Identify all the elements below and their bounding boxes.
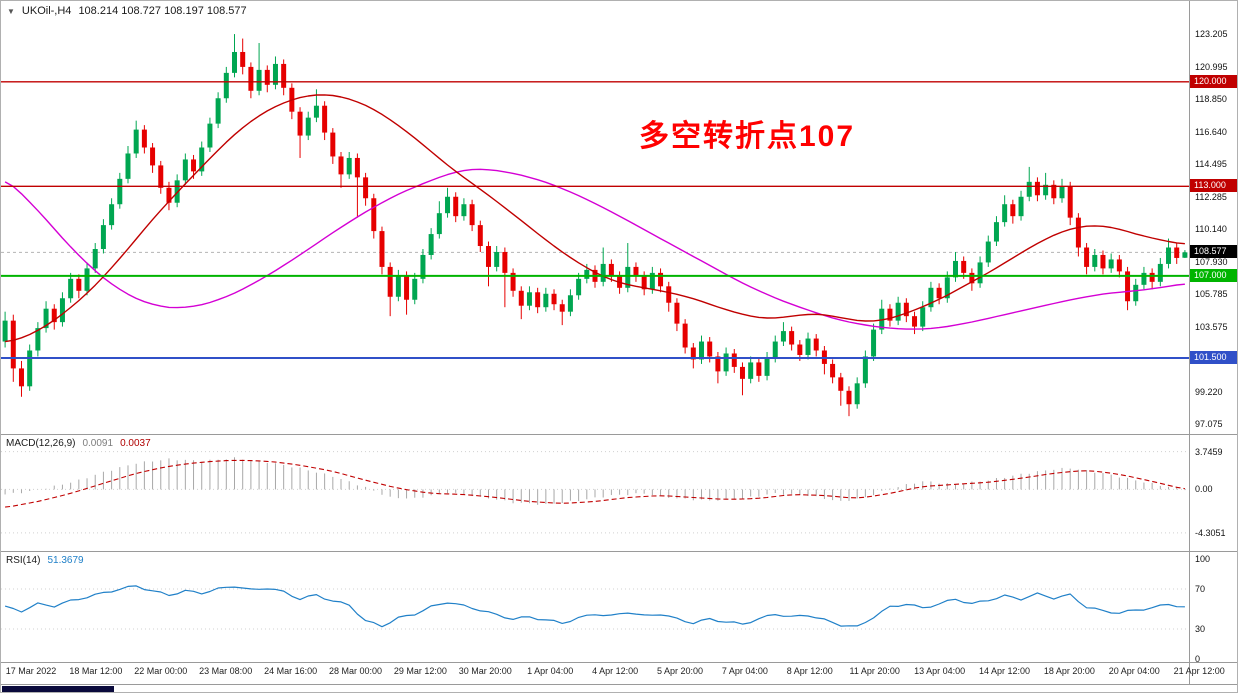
collapse-icon[interactable]: ▼ bbox=[7, 6, 15, 16]
price-level-badge: 113.000 bbox=[1190, 179, 1237, 193]
ma-fast-line bbox=[4, 94, 1185, 343]
time-tick-label: 5 Apr 20:00 bbox=[656, 666, 704, 676]
chart-annotation-text: 多空转折点107 bbox=[639, 120, 856, 153]
price-tick-label: 120.995 bbox=[1195, 61, 1228, 72]
rsi-tick-label: 70 bbox=[1195, 584, 1206, 594]
chart-header: ▼ UKOil-,H4 108.214 108.727 108.197 108.… bbox=[7, 5, 247, 17]
time-tick-label: 18 Mar 12:00 bbox=[69, 666, 123, 676]
time-tick-label: 8 Apr 12:00 bbox=[786, 666, 833, 676]
macd-tick-label: 0.00 bbox=[1195, 484, 1213, 495]
price-tick-label: 103.575 bbox=[1195, 321, 1228, 332]
candles bbox=[2, 34, 1188, 417]
price-tick-label: 123.205 bbox=[1195, 29, 1228, 39]
time-tick-label: 4 Apr 12:00 bbox=[592, 666, 639, 676]
time-tick-label: 23 Mar 08:00 bbox=[199, 666, 253, 676]
price-level-badge: 107.000 bbox=[1190, 268, 1237, 282]
time-tick-label: 13 Apr 04:00 bbox=[914, 666, 966, 676]
price-tick-label: 107.930 bbox=[1195, 256, 1228, 267]
ohlc-values: 108.214 108.727 108.197 108.577 bbox=[78, 5, 247, 17]
time-axis[interactable]: 17 Mar 2022 18 Mar 12:00 22 Mar 00:00 23 Ma… bbox=[1, 666, 1237, 682]
time-tick-label: 7 Apr 04:00 bbox=[721, 666, 768, 676]
macd-indicator-label: MACD(12,26,9) 0.0091 0.0037 bbox=[6, 438, 151, 449]
price-tick-label: 116.640 bbox=[1195, 126, 1227, 137]
symbol-timeframe: UKOil-,H4 bbox=[21, 5, 72, 17]
macd-tick-label: -4.3051 bbox=[1195, 527, 1226, 538]
rsi-indicator-label: RSI(14) 51.3679 bbox=[6, 555, 84, 566]
time-tick-label: 30 Mar 20:00 bbox=[458, 666, 512, 676]
time-tick-label: 17 Mar 2022 bbox=[5, 666, 57, 676]
macd-signal-value: 0.0037 bbox=[120, 438, 151, 449]
price-tick-label: 99.220 bbox=[1195, 386, 1223, 397]
rsi-line bbox=[4, 585, 1185, 628]
rsi-tick-label: 30 bbox=[1195, 624, 1206, 634]
horizontal-scrollbar[interactable] bbox=[2, 686, 114, 692]
rsi-tick-label: 100 bbox=[1195, 554, 1211, 564]
ma-slow-line bbox=[4, 168, 1185, 330]
time-tick-label: 29 Mar 12:00 bbox=[393, 666, 447, 676]
macd-signal-line bbox=[5, 459, 1185, 508]
price-tick-label: 114.495 bbox=[1195, 159, 1227, 169]
price-tick-label: 105.785 bbox=[1195, 289, 1228, 299]
time-tick-label: 21 Apr 12:00 bbox=[1173, 666, 1225, 676]
price-axis[interactable]: 123.205 120.995 118.850 116.640 114.495 112.2… bbox=[1190, 1, 1237, 685]
time-tick-label: 20 Apr 04:00 bbox=[1108, 666, 1160, 676]
price-tick-label: 110.140 bbox=[1195, 224, 1227, 234]
rsi-tick-label: 0 bbox=[1195, 654, 1201, 664]
time-tick-label: 22 Mar 00:00 bbox=[134, 666, 188, 676]
time-tick-label: 28 Mar 00:00 bbox=[328, 666, 383, 676]
macd-main-value: 0.0091 bbox=[82, 438, 114, 449]
macd-name: MACD(12,26,9) bbox=[6, 438, 76, 449]
price-tick-label: 97.075 bbox=[1195, 419, 1223, 429]
price-tick-label: 112.285 bbox=[1195, 191, 1227, 202]
price-level-badge: 101.500 bbox=[1190, 350, 1237, 364]
time-tick-label: 11 Apr 20:00 bbox=[849, 666, 900, 676]
price-level-badge: 120.000 bbox=[1190, 74, 1237, 88]
price-level-badge: 108.577 bbox=[1190, 245, 1237, 259]
price-tick-label: 118.850 bbox=[1195, 94, 1227, 104]
rsi-value: 51.3679 bbox=[47, 555, 84, 566]
time-tick-label: 18 Apr 20:00 bbox=[1043, 666, 1095, 676]
macd-tick-label: 3.7459 bbox=[1195, 446, 1223, 457]
time-tick-label: 14 Apr 12:00 bbox=[978, 666, 1031, 676]
time-tick-label: 24 Mar 16:00 bbox=[264, 666, 318, 676]
macd-histogram bbox=[4, 457, 1186, 505]
time-tick-label: 1 Apr 04:00 bbox=[527, 666, 574, 676]
rsi-name: RSI(14) bbox=[6, 555, 41, 566]
